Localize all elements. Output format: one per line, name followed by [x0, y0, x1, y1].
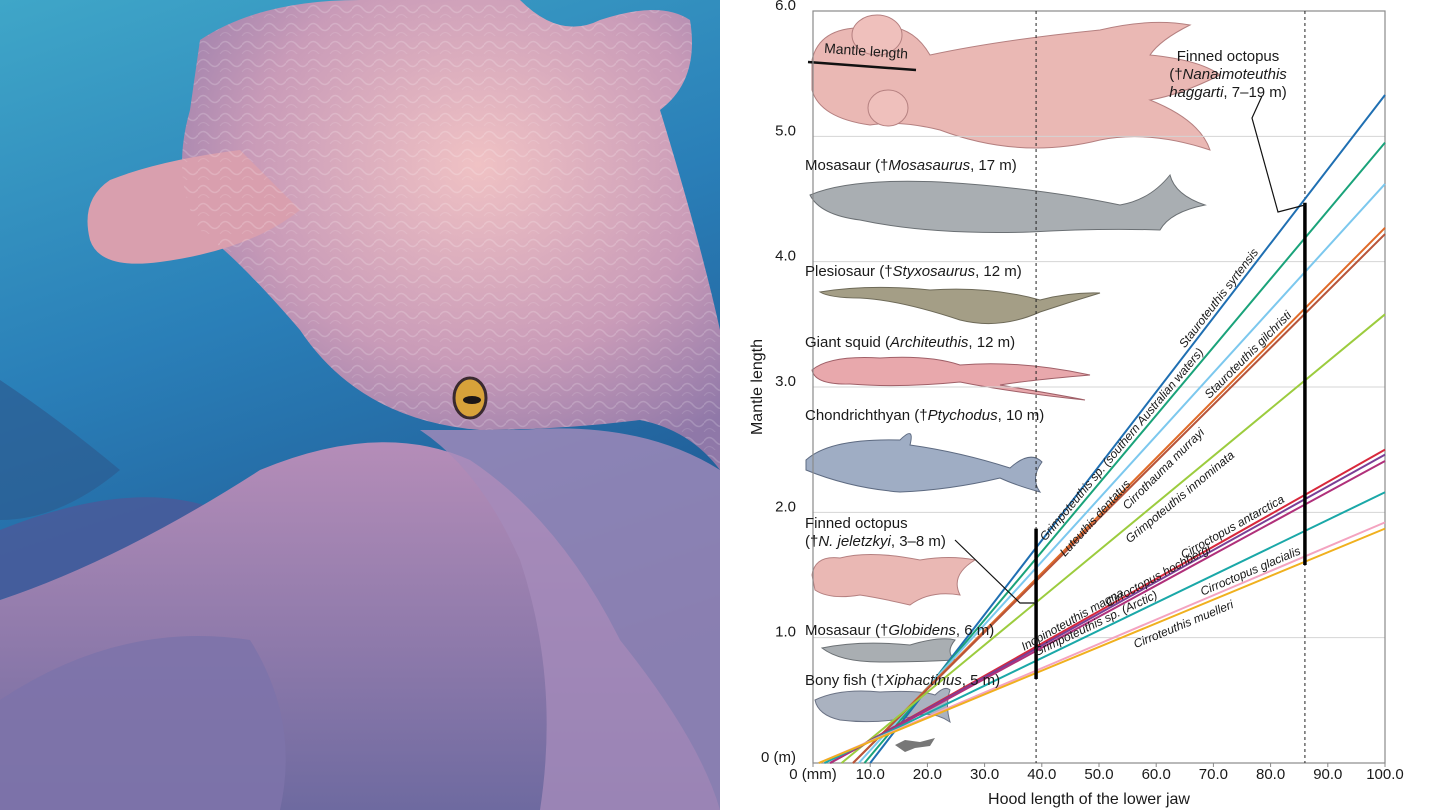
- x-tick-label: 20.0: [913, 766, 942, 783]
- animal-label-part: Finned octopus: [805, 515, 908, 532]
- animal-drawings: [805, 14, 1221, 752]
- animal-label-italic: Architeuthis: [889, 334, 969, 351]
- animal-label-part: Mosasaur (†: [805, 622, 888, 639]
- animal-label: Mosasaur (†Mosasaurus, 17 m): [805, 157, 1017, 174]
- diver-drawing: [895, 738, 935, 752]
- octopus-arm: [0, 636, 286, 810]
- finned-octopus-drawing: [811, 21, 1221, 151]
- animal-label-italic: Mosasaurus: [888, 157, 970, 174]
- animal-label-italic: Ptychodus: [928, 407, 999, 424]
- animal-label: haggarti, 7–19 m): [1169, 84, 1287, 101]
- y-tick-label: 3.0: [775, 373, 796, 390]
- animal-label-part: Giant squid (: [805, 334, 890, 351]
- background-arm: [0, 380, 120, 520]
- small-mosasaur-drawing: [820, 638, 957, 663]
- series-line: [863, 141, 1386, 764]
- x-tick-label: 100.0: [1366, 766, 1404, 783]
- animal-label: Finned octopus: [805, 515, 908, 532]
- octopus-illustration: [0, 0, 720, 810]
- animal-label-italic: Globidens: [888, 622, 956, 639]
- animal-label-part: , 10 m): [998, 407, 1045, 424]
- y-axis-title: Mantle length: [749, 339, 766, 435]
- shark-drawing: [805, 433, 1043, 493]
- animal-label-part: (†: [805, 533, 818, 550]
- y-tick-label: 1.0: [775, 624, 796, 641]
- small-finned-octopus-drawing: [811, 553, 977, 606]
- series-line: [818, 527, 1386, 764]
- animal-label: Mosasaur (†Globidens, 6 m): [805, 622, 994, 639]
- leader-line: [1251, 95, 1306, 213]
- animal-label-italic: Xiphactinus: [883, 672, 962, 689]
- animal-label-italic: haggarti: [1169, 84, 1224, 101]
- x-tick-label: 40.0: [1027, 766, 1056, 783]
- mantle-length-bar: [807, 60, 917, 72]
- animal-label: Plesiosaur (†Styxosaurus, 12 m): [805, 263, 1022, 280]
- animal-label-part: Bony fish (†: [805, 672, 884, 689]
- giant-squid-drawing: [811, 356, 1091, 401]
- x-tick-label: 60.0: [1142, 766, 1171, 783]
- x-axis-title: Hood length of the lower jaw: [988, 791, 1190, 808]
- y-tick-label: 5.0: [775, 122, 796, 139]
- series-line: [829, 460, 1386, 764]
- animal-label-part: Plesiosaur (†: [805, 263, 893, 280]
- series-line: [840, 313, 1386, 764]
- animal-label: (†Nanaimoteuthis: [1169, 66, 1287, 83]
- animal-label: Giant squid (Architeuthis, 12 m): [805, 334, 1015, 351]
- x-tick-label: 70.0: [1199, 766, 1228, 783]
- x-tick-label: 80.0: [1256, 766, 1285, 783]
- animal-label: (†N. jeletzkyi, 3–8 m): [805, 533, 946, 550]
- animal-label-part: , 3–8 m): [891, 533, 946, 550]
- animal-label: Finned octopus: [1177, 48, 1280, 65]
- animal-label-part: Mosasaur (†: [805, 157, 888, 174]
- x-tick-label: 0 (mm): [789, 766, 837, 783]
- series-line: [858, 183, 1386, 764]
- x-tick-label: 30.0: [970, 766, 999, 783]
- leader-line: [954, 539, 1037, 604]
- animal-label-italic: Nanaimoteuthis: [1183, 66, 1288, 83]
- mosasaur-drawing: [809, 173, 1207, 233]
- animal-label-part: , 5 m): [962, 672, 1000, 689]
- animal-label-part: , 7–19 m): [1223, 84, 1286, 101]
- x-tick-label: 50.0: [1084, 766, 1113, 783]
- animal-label-part: , 12 m): [975, 263, 1022, 280]
- mantle-length-label: Mantle length: [824, 40, 909, 62]
- animal-label: Bony fish (†Xiphactinus, 5 m): [805, 672, 1000, 689]
- animal-label-part: , 17 m): [970, 157, 1017, 174]
- x-tick-label: 10.0: [856, 766, 885, 783]
- fin: [867, 89, 909, 127]
- fin: [851, 14, 903, 56]
- plot-frame: [812, 10, 1386, 764]
- animal-label-part: , 12 m): [968, 334, 1015, 351]
- skin-texture: [182, 0, 720, 470]
- y-tick-label: 0 (m): [761, 749, 796, 766]
- animal-label: Chondrichthyan (†Ptychodus, 10 m): [805, 407, 1044, 424]
- series-line: [852, 233, 1386, 764]
- plesiosaur-drawing: [818, 286, 1101, 325]
- animal-label-part: , 6 m): [956, 622, 994, 639]
- series-line: [824, 491, 1386, 764]
- octopus-pupil: [463, 396, 481, 404]
- y-tick-label: 6.0: [775, 0, 796, 14]
- animal-label-part: (†: [1169, 66, 1182, 83]
- x-tick-label: 90.0: [1313, 766, 1342, 783]
- animal-label-part: Chondrichthyan (†: [805, 407, 928, 424]
- animal-label-part: Finned octopus: [1177, 48, 1280, 65]
- y-tick-label: 2.0: [775, 498, 796, 515]
- y-tick-label: 4.0: [775, 248, 796, 265]
- octopus-body: [420, 428, 720, 810]
- animal-label-italic: Styxosaurus: [893, 263, 976, 280]
- animal-label-italic: N. jeletzkyi: [818, 533, 891, 550]
